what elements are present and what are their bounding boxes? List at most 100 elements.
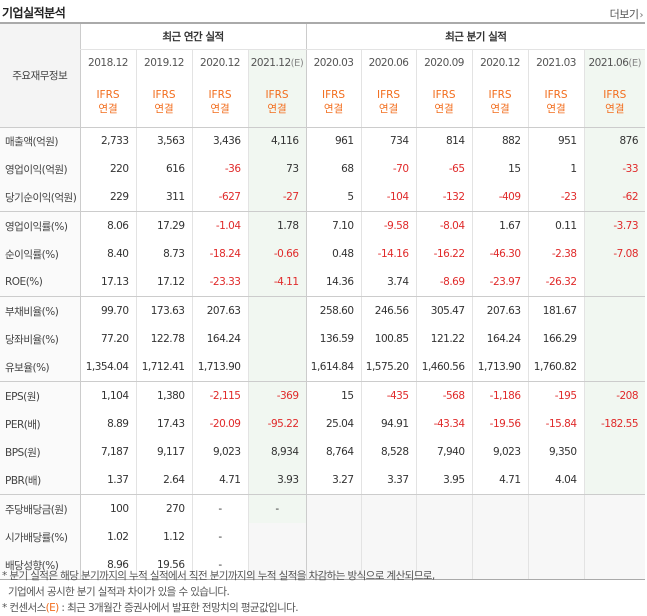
table-row: 당좌비율(%) 77.20 122.78 164.24 136.59 100.85 121.… [0,325,646,354]
consolidated-label: 연결 [605,102,625,115]
table-cell [247,353,307,383]
table-cell: -1.04 [191,211,248,241]
table-cell: -19.56 [471,409,529,439]
table-row: PER(배) 8.89 17.43 -20.09 -95.22 25.04 94.91 -43… [0,409,646,439]
table-cell [247,325,307,354]
table-cell: -208 [583,381,646,410]
ifrs-label: IFRS [152,88,176,101]
table-cell: 3.37 [360,466,417,496]
table-cell: 2.64 [135,466,192,496]
chevron-right-icon: › [639,10,644,21]
table-cell: - [191,523,248,552]
table-cell: 17.29 [135,211,192,241]
ifrs-header: IFRS 연결 [471,77,529,128]
table-cell: 94.91 [360,409,417,439]
period-label: 2020.09 [424,57,464,70]
table-cell: 8,528 [360,438,417,467]
table-cell: -435 [360,381,417,410]
period-label: 2020.12 [480,57,520,70]
table-cell: 1 [527,155,585,184]
footnote-2: * 컨센서스(E) : 최근 3개월간 증권사에서 발표한 전망치의 평균값입니… [2,600,642,616]
table-cell: -2.38 [527,240,585,269]
more-link-label: 더보기 [609,8,639,21]
ifrs-label: IFRS [321,88,346,101]
table-cell: 246.56 [360,296,417,326]
table-cell [305,494,362,524]
table-cell [360,494,417,524]
table-row: PBR(배) 1.37 2.64 4.71 3.93 3.27 3.37 3.95 4.71 4.… [0,466,646,496]
table-cell: 15 [305,381,362,410]
period-label: 2021.03 [536,57,576,70]
estimate-tag: (E) [290,58,304,70]
ifrs-label: IFRS [432,88,456,101]
period-label: 2020.03 [313,57,354,70]
table-cell: 1,460.56 [415,353,473,383]
table-cell: 9,023 [191,438,248,467]
row-label: 유보율(%) [0,353,80,383]
table-row: 당기순이익(억원) 229 311 -627 -27 5 -104 -132 -409 -23 -6… [0,183,646,213]
table-row: ROE(%) 17.13 17.12 -23.33 -4.11 14.36 3.74 -8.6… [0,268,646,298]
section-header: 기업실적분석 더보기› [0,0,647,24]
table-cell: -23.33 [191,268,248,298]
table-cell: 258.60 [305,296,362,326]
table-cell [360,551,417,581]
table-cell: 9,350 [527,438,585,467]
consolidated-label: 연결 [323,102,344,115]
table-cell: -195 [527,381,585,410]
table-row: 매출액(억원) 2,733 3,563 3,436 4,116 961 734 814 882 9… [0,127,646,156]
table-cell: 14.36 [305,268,362,298]
table-cell: 207.63 [191,296,248,326]
consolidated-label: 연결 [546,102,566,115]
table-cell: - [191,494,248,524]
table-cell: -23 [527,183,585,213]
table-cell: -95.22 [247,409,307,439]
table-cell: -568 [415,381,473,410]
table-row: BPS(원) 7,187 9,117 9,023 8,934 8,764 8,528 7,94… [0,438,646,467]
table-cell: 5 [305,183,362,213]
table-cell: -33 [583,155,646,184]
annual-group-header: 최근 연간 실적 [79,22,307,50]
table-cell: 122.78 [135,325,192,354]
ifrs-header: IFRS 연결 [415,77,473,128]
ifrs-header: IFRS 연결 [305,77,362,128]
ifrs-header: IFRS 연결 [247,77,307,128]
table-row: 유보율(%) 1,354.04 1,712.41 1,713.90 1,614.84 1,… [0,353,646,383]
table-cell: 3,563 [135,127,192,156]
table-cell: 814 [415,127,473,156]
ifrs-label: IFRS [208,88,232,101]
table-cell: 1,712.41 [135,353,192,383]
ifrs-label: IFRS [96,88,120,101]
more-link[interactable]: 더보기› [609,6,644,22]
table-cell [305,551,362,581]
table-cell: 9,023 [471,438,529,467]
row-label: EPS(원) [0,381,80,410]
table-cell: 164.24 [191,325,248,354]
footnote-2-prefix: * 컨센서스 [2,602,46,614]
table-cell: 181.67 [527,296,585,326]
row-label: BPS(원) [0,438,80,467]
table-cell [415,494,473,524]
table-cell [583,438,646,467]
table-cell: 270 [135,494,192,524]
table-cell: 8.89 [79,409,136,439]
table-cell: -46.30 [471,240,529,269]
table-cell: 25.04 [305,409,362,439]
ifrs-header: IFRS 연결 [527,77,585,128]
table-cell: -26.32 [527,268,585,298]
row-label: 영업이익(억원) [0,155,80,184]
table-cell: 1,380 [135,381,192,410]
table-cell: 3.74 [360,268,417,298]
table-cell: -14.16 [360,240,417,269]
table-cell [583,494,646,524]
table-cell: 8.06 [79,211,136,241]
table-cell [583,466,646,496]
consolidated-label: 연결 [98,102,118,115]
footnote-2-tag: (E) [45,602,60,614]
row-label-header: 주요재무정보 [0,22,80,128]
table-cell: -369 [247,381,307,410]
table-cell: - [191,551,248,581]
table-cell: -43.34 [415,409,473,439]
table-cell: 1,713.90 [471,353,529,383]
table-cell: 99.70 [79,296,136,326]
row-label: PBR(배) [0,466,80,496]
